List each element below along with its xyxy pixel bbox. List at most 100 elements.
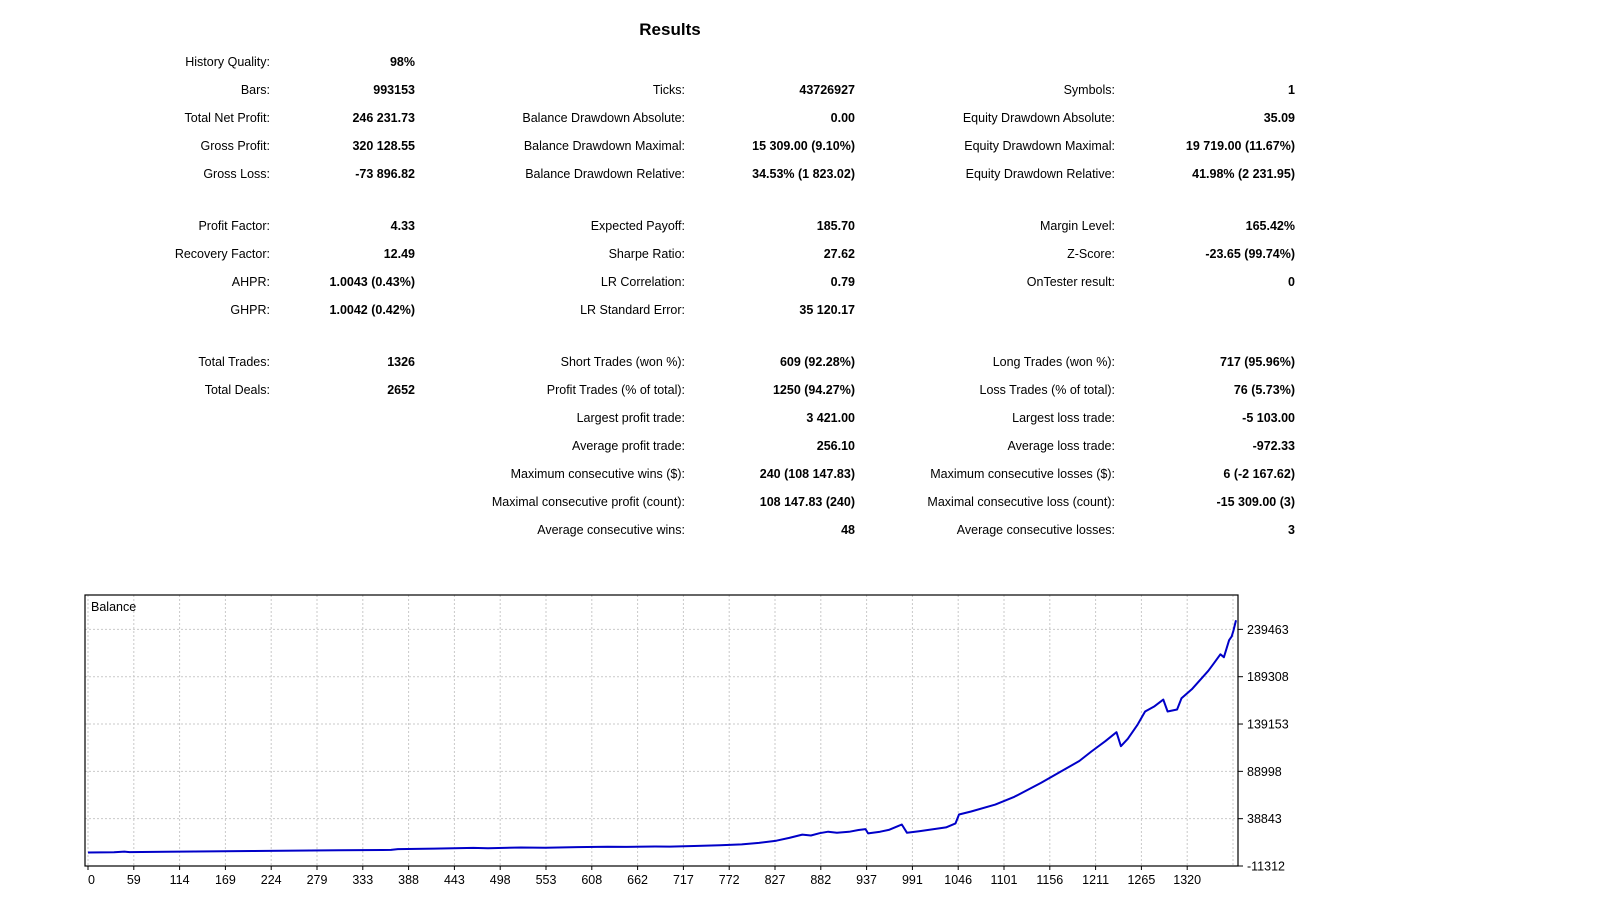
block-gap <box>0 188 1295 212</box>
x-tick-label: 553 <box>536 873 557 887</box>
y-tick-label: 139153 <box>1247 718 1289 732</box>
stat-value: 41.98% (2 231.95) <box>1192 167 1295 181</box>
stat-value: 609 (92.28%) <box>779 355 855 369</box>
x-tick-label: 279 <box>307 873 328 887</box>
stat-value: -5 103.00 <box>1242 411 1295 425</box>
stat-value: 4.33 <box>390 219 415 233</box>
stat-value: 185.70 <box>816 219 855 233</box>
table-row: Maximum consecutive wins ($): 240 (108 14… <box>0 460 1295 488</box>
stat-value: 0.00 <box>830 111 855 125</box>
x-tick-label: 662 <box>627 873 648 887</box>
stat-value: 19 719.00 (11.67%) <box>1185 139 1295 153</box>
x-tick-label: 498 <box>490 873 511 887</box>
stat-label: Profit Factor: <box>198 219 270 233</box>
y-tick-label: -11312 <box>1247 860 1285 874</box>
x-tick-label: 1211 <box>1082 873 1109 887</box>
stat-value: 320 128.55 <box>352 139 415 153</box>
stat-label: Sharpe Ratio: <box>608 247 685 261</box>
balance-line <box>87 619 1237 854</box>
stat-value: 48 <box>841 523 855 537</box>
stat-label: Recovery Factor: <box>174 247 270 261</box>
stat-label: Bars: <box>240 83 270 97</box>
x-tick-label: 333 <box>352 873 373 887</box>
stat-value: 1 <box>1288 83 1295 97</box>
stat-value: 27.62 <box>823 247 855 261</box>
stat-label: Total Net Profit: <box>184 111 270 125</box>
stat-value: 76 (5.73%) <box>1233 383 1295 397</box>
stat-value: 0 <box>1288 275 1295 289</box>
stat-label: Balance Drawdown Absolute: <box>522 111 685 125</box>
stat-label: LR Correlation: <box>600 275 685 289</box>
x-tick-label: 717 <box>673 873 694 887</box>
stat-label: OnTester result: <box>1026 275 1115 289</box>
stat-label: Equity Drawdown Absolute: <box>962 111 1115 125</box>
y-tick-label: 88998 <box>1247 765 1282 779</box>
stat-value: 993153 <box>373 83 415 97</box>
table-row: Gross Profit: 320 128.55 Balance Drawdown … <box>0 132 1295 160</box>
stat-label: Maximal consecutive loss (count): <box>927 495 1115 509</box>
stat-value: 6 (-2 167.62) <box>1223 467 1295 481</box>
balance-chart[interactable]: Balance 239463 189308 139153 88998 38843 -113… <box>0 575 1623 905</box>
stat-label: Maximal consecutive profit (count): <box>491 495 685 509</box>
stat-label: Average profit trade: <box>571 439 685 453</box>
stat-label: Ticks: <box>652 83 685 97</box>
x-tick-label: 608 <box>581 873 602 887</box>
stat-value: 34.53% (1 823.02) <box>752 167 855 181</box>
stat-value: 2652 <box>387 383 415 397</box>
x-tick-label: 1156 <box>1036 873 1063 887</box>
balance-plot[interactable]: 239463 189308 139153 88998 38843 -11312 0 59 114… <box>0 575 1623 905</box>
stat-label: Largest profit trade: <box>576 411 685 425</box>
table-row: GHPR: 1.0042 (0.42%) LR Standard Error: 35 … <box>0 296 1295 324</box>
stat-value: 1.0043 (0.43%) <box>329 275 415 289</box>
y-tick-label: 38843 <box>1247 812 1282 826</box>
table-row: Gross Loss: -73 896.82 Balance Drawdown Re… <box>0 160 1295 188</box>
table-row: AHPR: 1.0043 (0.43%) LR Correlation: 0.79 On… <box>0 268 1295 296</box>
stat-label: GHPR: <box>230 303 270 317</box>
x-tick-label: 1320 <box>1173 873 1201 887</box>
stat-value: 15 309.00 (9.10%) <box>752 139 855 153</box>
table-row: Average consecutive wins: 48 Average conse… <box>0 516 1295 544</box>
stat-label: Maximum consecutive losses ($): <box>930 467 1115 481</box>
results-table: History Quality: 98% Bars: 993153 Ticks: 4372… <box>0 48 1295 544</box>
stat-value: 43726927 <box>799 83 855 97</box>
stat-label: Equity Drawdown Relative: <box>965 167 1115 181</box>
table-row: Recovery Factor: 12.49 Sharpe Ratio: 27.62 Z… <box>0 240 1295 268</box>
x-tick-label: 937 <box>856 873 877 887</box>
stat-value: 246 231.73 <box>352 111 415 125</box>
x-tick-label: 443 <box>444 873 465 887</box>
stat-value: 98% <box>389 55 415 69</box>
stat-label: Largest loss trade: <box>1012 411 1115 425</box>
x-tick-label: 59 <box>127 873 141 887</box>
stat-label: LR Standard Error: <box>580 303 685 317</box>
stat-label: Gross Profit: <box>200 139 270 153</box>
stat-label: Long Trades (won %): <box>992 355 1115 369</box>
stat-label: Total Trades: <box>198 355 270 369</box>
y-tick-label: 189308 <box>1247 670 1289 684</box>
stat-label: Gross Loss: <box>203 167 270 181</box>
x-tick-label: 224 <box>261 873 282 887</box>
stat-value: -972.33 <box>1252 439 1295 453</box>
x-tick-label: 0 <box>88 873 95 887</box>
x-tick-label: 169 <box>215 873 236 887</box>
x-tick-label: 114 <box>170 873 190 887</box>
stat-value: 12.49 <box>383 247 415 261</box>
stat-label: Short Trades (won %): <box>560 355 685 369</box>
table-row: History Quality: 98% <box>0 48 1295 76</box>
stat-label: Average loss trade: <box>1007 439 1115 453</box>
stat-value: 240 (108 147.83) <box>759 467 855 481</box>
stat-value: -23.65 (99.74%) <box>1205 247 1295 261</box>
stat-value: 1250 (94.27%) <box>772 383 855 397</box>
stat-label: Average consecutive wins: <box>537 523 685 537</box>
x-tick-label: 772 <box>719 873 740 887</box>
table-row: Total Deals: 2652 Profit Trades (% of tota… <box>0 376 1295 404</box>
x-tick-label: 882 <box>810 873 831 887</box>
stat-value: 165.42% <box>1245 219 1295 233</box>
x-tick-label: 827 <box>765 873 786 887</box>
stat-label: Total Deals: <box>204 383 270 397</box>
stat-value: -73 896.82 <box>355 167 415 181</box>
stat-label: Average consecutive losses: <box>956 523 1115 537</box>
plot-border <box>84 594 1239 867</box>
page-title: Results <box>639 20 701 39</box>
stat-value: 3 421.00 <box>806 411 855 425</box>
chart-series-label: Balance <box>91 600 137 614</box>
